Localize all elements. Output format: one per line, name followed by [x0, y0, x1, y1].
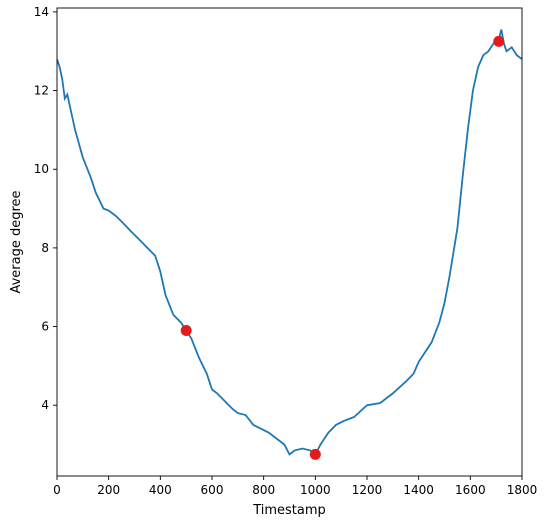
x-tick-label: 800: [252, 483, 275, 497]
x-tick-label: 1400: [403, 483, 434, 497]
highlight-marker-1: [180, 325, 192, 336]
x-axis-label: Timestamp: [252, 503, 326, 518]
x-tick-label: 1200: [352, 483, 383, 497]
y-tick-label: 14: [34, 5, 49, 19]
highlight-marker-3: [493, 35, 505, 47]
x-tick-label: 1600: [455, 483, 486, 497]
x-tick-label: 600: [201, 483, 224, 497]
highlight-marker-2: [309, 448, 321, 460]
x-tick-label: 400: [149, 483, 172, 497]
y-tick-label: 4: [41, 398, 49, 412]
x-tick-label: 1800: [507, 483, 538, 497]
plot-frame: [56, 7, 523, 477]
y-tick-label: 8: [41, 241, 49, 255]
axis-ticks: 0 200 400 600 800 1000 1200 1400 1600 1800 4 6 8 10 12…: [34, 5, 538, 497]
highlight-markers: [180, 35, 505, 460]
x-tick-label: 200: [97, 483, 120, 497]
y-tick-label: 10: [34, 162, 49, 176]
y-tick-label: 12: [34, 84, 49, 98]
x-tick-label: 0: [53, 483, 61, 497]
x-tick-label: 1000: [300, 483, 331, 497]
y-axis-label: Average degree: [9, 190, 24, 293]
average-degree-line: [57, 29, 522, 456]
y-tick-label: 6: [41, 320, 49, 334]
